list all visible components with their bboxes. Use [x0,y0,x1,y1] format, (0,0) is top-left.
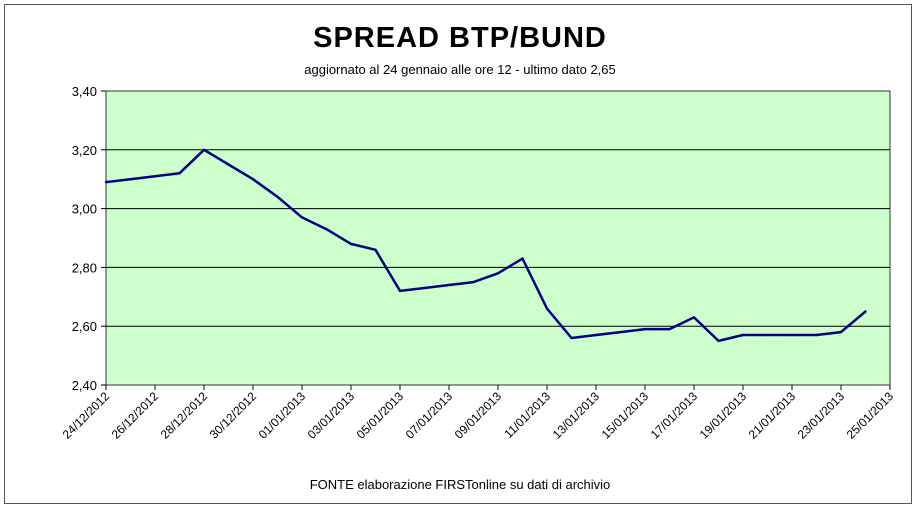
data-point [374,248,377,251]
data-point [741,333,745,337]
data-point [423,286,426,290]
data-point [570,336,573,340]
x-tick-label: 26/12/2012 [109,389,162,442]
x-tick-label: 23/01/2013 [795,389,848,442]
data-point [864,310,867,313]
data-point [545,307,549,310]
data-point [643,327,647,331]
data-point [668,327,671,331]
y-tick-label: 3,40 [72,84,97,99]
data-point [129,178,132,181]
data-point [153,175,157,178]
x-tick-label: 28/12/2012 [158,389,211,442]
x-tick-label: 21/01/2013 [746,389,799,442]
x-tick-label: 11/01/2013 [501,389,553,441]
y-tick-label: 2,60 [72,319,97,334]
x-tick-label: 09/01/2013 [452,389,505,442]
data-point [447,283,451,287]
data-point [178,172,181,175]
data-point [692,316,696,319]
data-point [496,272,500,275]
data-point [766,333,769,337]
data-point [398,289,402,293]
chart-source: FONTE elaborazione FIRSTonline su dati d… [309,477,611,492]
chart-title: SPREAD BTP/BUND [313,22,607,54]
data-point [300,216,304,219]
x-tick-label: 30/12/2012 [207,389,260,442]
y-tick-label: 2,40 [72,378,97,393]
data-point [619,330,622,334]
plot-area [105,90,891,386]
x-tick-label: 03/01/2013 [305,389,358,442]
data-point [839,330,843,334]
x-tick-label: 25/01/2013 [844,389,897,442]
series-line [105,148,867,343]
y-tick-label: 2,80 [72,260,97,275]
data-point [521,257,524,260]
x-tick-label: 01/01/2013 [256,389,309,442]
data-point [325,228,328,231]
data-point [104,180,108,184]
x-tick-label: 17/01/2013 [648,389,701,442]
data-point [202,148,206,151]
y-tick-label: 3,20 [72,143,97,158]
x-tick-label: 15/01/2013 [599,389,652,442]
data-point [594,333,598,337]
x-tick-label: 24/12/2012 [60,389,113,442]
chart-subtitle: aggiornato al 24 gennaio alle ore 12 - u… [304,62,616,77]
x-tick-label: 13/01/2013 [550,389,603,442]
y-tick-label: 3,00 [72,202,97,217]
data-point [472,280,475,284]
data-point [790,333,794,337]
data-point [276,195,279,198]
x-tick-label: 19/01/2013 [697,389,750,442]
data-point [717,339,720,343]
x-tick-label: 05/01/2013 [354,389,407,442]
data-point [227,163,230,166]
data-point [251,178,255,181]
data-point [349,242,353,246]
data-point [815,333,818,337]
x-tick-label: 07/01/2013 [403,389,456,442]
